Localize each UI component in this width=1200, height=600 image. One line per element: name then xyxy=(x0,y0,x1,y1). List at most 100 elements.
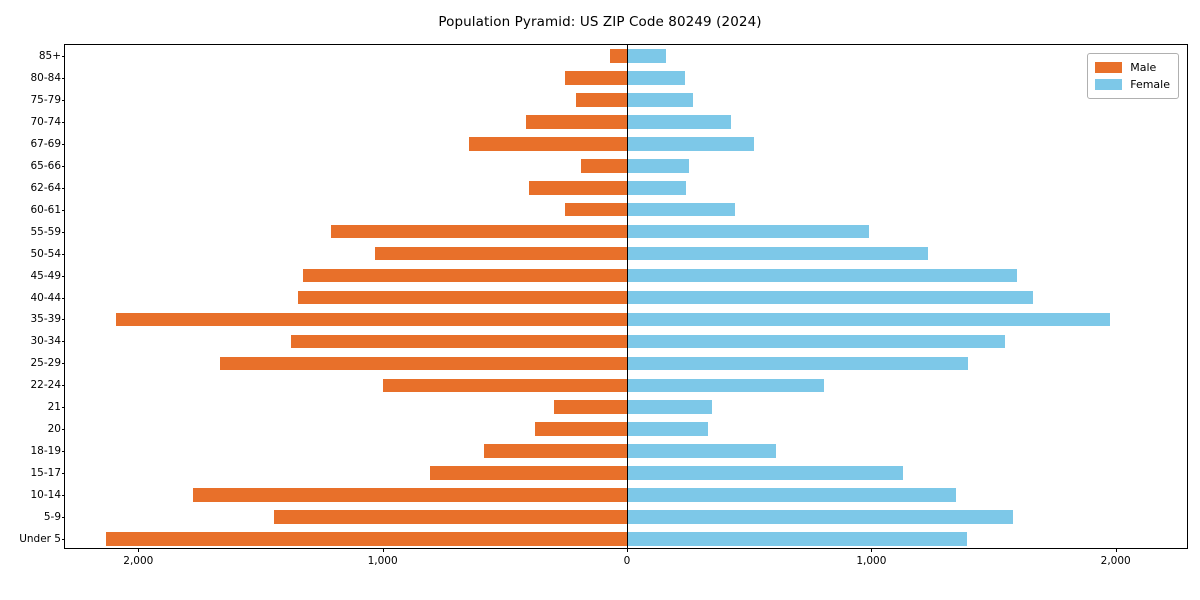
bar-male-under-5[interactable] xyxy=(105,532,627,546)
x-tick-mark xyxy=(138,548,140,552)
x-tick-label-2: 0 xyxy=(623,555,631,567)
bar-female-65-66[interactable] xyxy=(627,158,690,173)
bar-female-22-24[interactable] xyxy=(627,378,824,393)
y-tick-label-60-61: 60-61 xyxy=(30,203,61,216)
bar-female-10-14[interactable] xyxy=(627,488,957,502)
bar-female-under-5[interactable] xyxy=(627,532,968,546)
bar-female-67-69[interactable] xyxy=(627,136,755,151)
y-tick-mark xyxy=(61,517,65,519)
y-tick-label-35-39: 35-39 xyxy=(30,313,61,326)
y-tick-label-75-79: 75-79 xyxy=(30,93,61,106)
bar-male-85-[interactable] xyxy=(609,49,627,63)
bar-female-15-17[interactable] xyxy=(627,466,903,480)
y-tick-mark xyxy=(61,407,65,409)
bar-male-67-69[interactable] xyxy=(469,136,627,151)
x-tick-label-3: 1,000 xyxy=(856,555,887,567)
legend-label-female: Female xyxy=(1130,78,1170,91)
legend-item-male[interactable]: Male xyxy=(1095,59,1170,76)
bar-row xyxy=(65,400,1187,415)
bar-male-80-84[interactable] xyxy=(564,71,627,85)
bar-male-65-66[interactable] xyxy=(580,158,627,173)
bar-male-60-61[interactable] xyxy=(564,202,627,217)
legend-item-female[interactable]: Female xyxy=(1095,76,1170,93)
y-tick-label-65-66: 65-66 xyxy=(30,159,61,172)
bar-row xyxy=(65,466,1187,480)
bar-female-85-[interactable] xyxy=(627,49,667,63)
bar-male-75-79[interactable] xyxy=(575,93,627,107)
bars-layer xyxy=(65,45,1187,548)
y-tick-mark xyxy=(61,341,65,343)
y-tick-label-45-49: 45-49 xyxy=(30,269,61,282)
x-tick-mark xyxy=(627,548,628,552)
legend-swatch-female xyxy=(1095,79,1123,90)
bar-male-55-59[interactable] xyxy=(330,224,627,239)
y-tick-mark xyxy=(61,253,65,255)
bar-row xyxy=(65,49,1187,63)
bar-female-40-44[interactable] xyxy=(627,290,1033,305)
bar-male-22-24[interactable] xyxy=(382,378,627,393)
bar-female-30-34[interactable] xyxy=(627,334,1006,349)
chart-title: Population Pyramid: US ZIP Code 80249 (2… xyxy=(438,14,762,30)
chart-legend[interactable]: Male Female xyxy=(1087,53,1179,99)
y-tick-mark xyxy=(61,121,65,123)
bar-female-25-29[interactable] xyxy=(627,356,968,371)
bar-female-20[interactable] xyxy=(627,422,708,437)
bar-row xyxy=(65,444,1187,458)
y-tick-mark xyxy=(61,165,65,167)
y-tick-mark xyxy=(61,55,65,57)
x-tick-label-4: 2,000 xyxy=(1100,555,1131,567)
y-tick-label-30-34: 30-34 xyxy=(30,335,61,348)
y-tick-mark xyxy=(61,187,65,189)
bar-row xyxy=(65,378,1187,393)
bar-female-45-49[interactable] xyxy=(627,268,1018,283)
bar-female-60-61[interactable] xyxy=(627,202,736,217)
y-tick-mark xyxy=(61,143,65,145)
bar-female-35-39[interactable] xyxy=(627,312,1110,327)
y-tick-label-50-54: 50-54 xyxy=(30,247,61,260)
bar-male-45-49[interactable] xyxy=(303,268,627,283)
y-tick-mark xyxy=(61,451,65,453)
bar-male-5-9[interactable] xyxy=(274,510,627,524)
y-tick-mark xyxy=(61,297,65,299)
y-tick-mark xyxy=(61,77,65,79)
bar-male-18-19[interactable] xyxy=(484,444,627,458)
bar-male-30-34[interactable] xyxy=(291,334,627,349)
y-tick-mark xyxy=(61,319,65,321)
bar-male-40-44[interactable] xyxy=(298,290,627,305)
bar-row xyxy=(65,312,1187,327)
y-tick-label-67-69: 67-69 xyxy=(30,137,61,150)
bar-male-35-39[interactable] xyxy=(115,312,627,327)
bar-female-21[interactable] xyxy=(627,400,712,415)
x-tick-label-1: 1,000 xyxy=(367,555,398,567)
bar-male-70-74[interactable] xyxy=(525,115,627,129)
bar-male-15-17[interactable] xyxy=(430,466,627,480)
bar-male-62-64[interactable] xyxy=(529,180,627,195)
x-tick-mark xyxy=(382,548,384,552)
bar-row xyxy=(65,158,1187,173)
bar-row xyxy=(65,136,1187,151)
y-tick-label-18-19: 18-19 xyxy=(30,445,61,458)
bar-male-25-29[interactable] xyxy=(220,356,627,371)
y-tick-label-21: 21 xyxy=(47,401,61,414)
x-tick-label-0: 2,000 xyxy=(123,555,154,567)
bar-female-75-79[interactable] xyxy=(627,93,693,107)
bar-male-21[interactable] xyxy=(554,400,627,415)
bar-female-50-54[interactable] xyxy=(627,246,928,261)
bar-row xyxy=(65,202,1187,217)
bar-female-62-64[interactable] xyxy=(627,180,686,195)
bar-row xyxy=(65,71,1187,85)
bar-female-70-74[interactable] xyxy=(627,115,731,129)
bar-row xyxy=(65,93,1187,107)
bar-row xyxy=(65,356,1187,371)
bar-female-80-84[interactable] xyxy=(627,71,685,85)
bar-male-50-54[interactable] xyxy=(374,246,627,261)
bar-female-5-9[interactable] xyxy=(627,510,1014,524)
bar-female-18-19[interactable] xyxy=(627,444,776,458)
bar-male-20[interactable] xyxy=(535,422,627,437)
bar-male-10-14[interactable] xyxy=(192,488,627,502)
bar-female-55-59[interactable] xyxy=(627,224,870,239)
y-tick-label-20: 20 xyxy=(47,423,61,436)
bar-row xyxy=(65,488,1187,502)
bar-row xyxy=(65,510,1187,524)
